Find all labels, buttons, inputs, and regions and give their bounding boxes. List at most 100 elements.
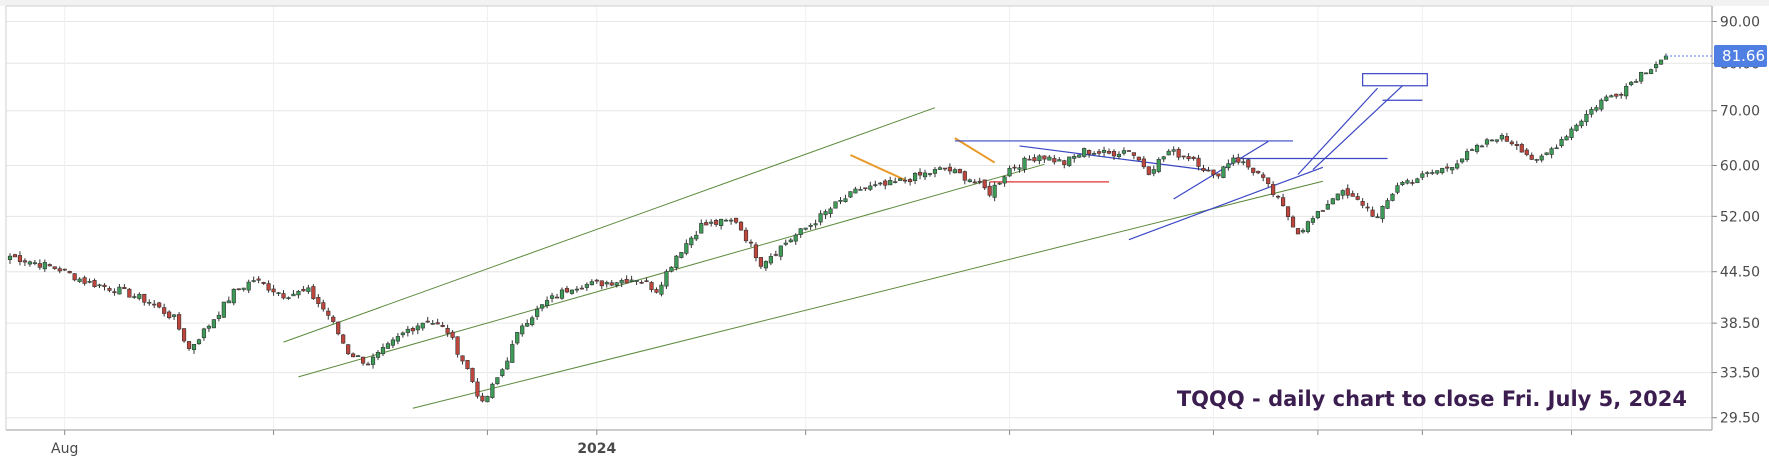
candle-down (47, 264, 52, 267)
candle-down (162, 307, 167, 314)
candle-up (569, 289, 575, 294)
candle-up (1499, 134, 1504, 140)
candle-up (778, 245, 783, 257)
blue-wedge-line (1297, 87, 1379, 175)
candle-up (1300, 230, 1306, 233)
candle-up (893, 181, 898, 183)
candle-up (1315, 211, 1320, 219)
candle-down (1201, 167, 1206, 171)
candle-up (1534, 159, 1539, 161)
candle-down (271, 288, 276, 293)
candle-down (942, 167, 948, 170)
candle-up (1554, 147, 1559, 150)
candle-down (704, 222, 709, 226)
candle-up (669, 266, 674, 272)
candle-down (1246, 159, 1251, 168)
y-tick-label: 44.50 (1720, 265, 1760, 281)
candle-down (1052, 158, 1057, 163)
candle-up (853, 188, 858, 194)
candle-down (455, 336, 460, 355)
candle-down (1096, 151, 1102, 154)
candle-up (1564, 136, 1569, 141)
candle-down (1141, 158, 1146, 168)
candle-down (1614, 93, 1619, 97)
candle-down (167, 311, 172, 319)
drawing-layer (283, 73, 1428, 409)
candle-up (291, 293, 296, 297)
candle-up (788, 239, 793, 243)
chart-annotation: TQQQ - daily chart to close Fri. July 5,… (1177, 387, 1687, 411)
candle-up (818, 213, 823, 223)
candle-down (554, 296, 560, 299)
candle-down (654, 289, 659, 293)
candle-up (1569, 128, 1574, 138)
candle-down (1504, 136, 1509, 142)
candle-down (127, 288, 132, 298)
candle-up (614, 282, 619, 286)
candle-up (768, 256, 773, 264)
candle-up (231, 288, 236, 304)
candle-up (1072, 156, 1077, 159)
candle-down (17, 255, 23, 263)
candle-up (206, 325, 212, 329)
candle-up (574, 288, 580, 291)
candle-down (311, 286, 316, 299)
candle-up (525, 323, 530, 327)
candle-down (92, 280, 97, 287)
candle-up (1450, 167, 1455, 171)
candle-up (1385, 200, 1390, 209)
candle-up (216, 314, 221, 319)
candle-down (1196, 157, 1201, 167)
candle-down (1295, 228, 1301, 235)
candle-down (1280, 197, 1286, 207)
candle-up (898, 178, 903, 181)
candle-up (1484, 139, 1490, 145)
candle-up (390, 339, 396, 346)
y-tick-label: 33.50 (1720, 366, 1760, 382)
candle-down (440, 324, 445, 327)
candle-up (1325, 203, 1330, 210)
candle-up (1022, 157, 1027, 170)
candle-up (549, 295, 555, 299)
candle-up (952, 169, 957, 174)
candle-down (1290, 216, 1296, 228)
candle-up (226, 300, 231, 304)
candle-down (649, 282, 654, 290)
candle-down (644, 280, 649, 283)
candle-up (1435, 170, 1440, 174)
candle-down (1271, 184, 1276, 195)
candle-up (1658, 59, 1664, 65)
candle-up (793, 234, 798, 242)
candle-down (261, 282, 266, 284)
candle-up (888, 180, 893, 186)
candles (7, 53, 1669, 403)
candle-up (385, 343, 391, 349)
candle-up (1460, 158, 1465, 163)
candle-down (316, 297, 321, 304)
candle-down (142, 293, 147, 303)
candle-up (828, 208, 833, 214)
candle-up (211, 319, 216, 329)
candle-down (266, 283, 271, 291)
candle-down (743, 229, 749, 242)
candle-up (1161, 156, 1166, 160)
candle-down (37, 263, 42, 268)
candle-down (435, 322, 440, 325)
candle-up (246, 281, 251, 291)
candle-up (1634, 81, 1639, 83)
candle-up (1469, 149, 1475, 151)
top-strip (0, 0, 1769, 6)
blue-trendline (1173, 140, 1269, 200)
candle-down (733, 217, 739, 223)
candle-down (624, 279, 629, 284)
candle-down (1181, 155, 1186, 158)
candle-down (972, 181, 977, 184)
candle-down (903, 179, 908, 182)
candle-up (1609, 95, 1614, 98)
candle-up (147, 301, 152, 304)
candle-up (221, 301, 226, 318)
candle-down (1514, 144, 1519, 146)
candle-down (1136, 156, 1141, 161)
